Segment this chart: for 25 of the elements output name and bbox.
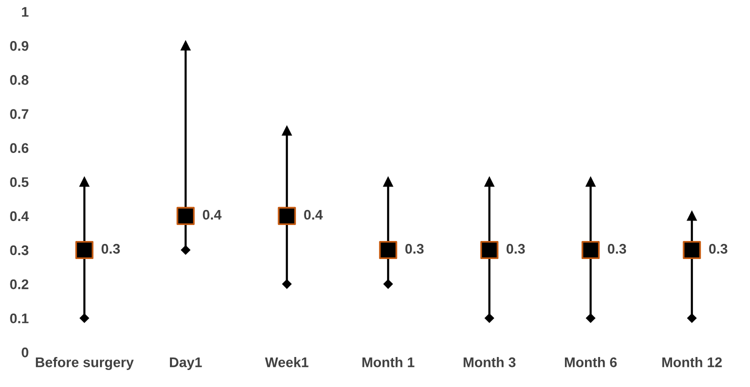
y-tick-label: 0.7	[10, 109, 28, 119]
data-label: 0.3	[506, 244, 525, 254]
y-tick-label: 0.2	[10, 279, 28, 290]
data-label: 0.4	[304, 210, 323, 220]
y-tick-label: 0	[22, 348, 28, 358]
data-label: 0.3	[102, 244, 120, 254]
y-tick-label: 0.6	[10, 143, 28, 154]
data-label: 0.3	[405, 244, 424, 254]
x-tick-label: Month 1	[362, 357, 414, 368]
x-tick-label: Month 3	[464, 357, 516, 368]
data-label: 0.3	[608, 244, 626, 254]
data-label: 0.3	[709, 244, 728, 254]
x-tick-label: Day1	[170, 358, 202, 370]
y-tick-label: 0.9	[10, 41, 28, 51]
y-tick-label: 0.1	[10, 313, 29, 324]
y-tick-label: 1	[22, 7, 29, 17]
x-tick-label: Month 6	[564, 357, 617, 368]
data-label: 0.4	[202, 210, 222, 220]
x-tick-label: Week1	[265, 357, 308, 368]
x-tick-label: Month 12	[662, 357, 722, 368]
x-tick-label: Before surgery	[36, 357, 134, 370]
y-tick-label: 0.8	[10, 75, 28, 85]
y-tick-label: 0.4	[10, 211, 29, 222]
y-tick-label: 0.3	[10, 245, 28, 256]
y-tick-label: 0.5	[10, 177, 29, 188]
